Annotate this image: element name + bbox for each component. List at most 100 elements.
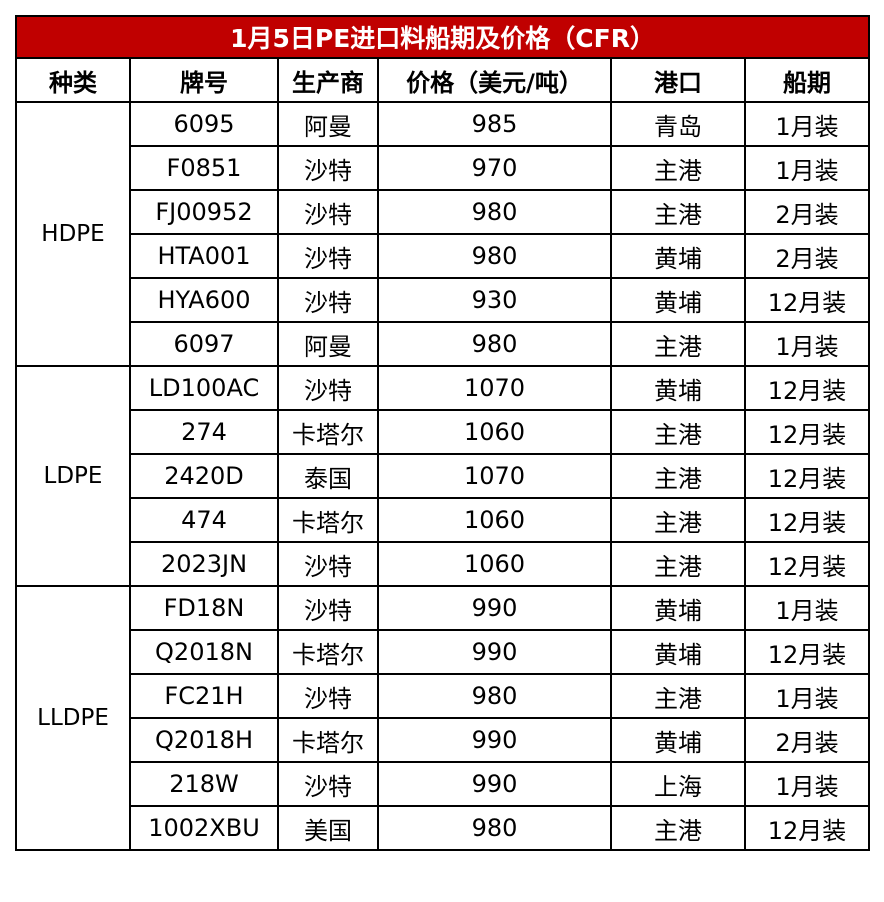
shipment-cell: 1月装 xyxy=(745,322,869,366)
shipment-cell: 2月装 xyxy=(745,190,869,234)
grade-cell: HTA001 xyxy=(130,234,278,278)
port-cell: 青岛 xyxy=(611,102,745,146)
producer-cell: 沙特 xyxy=(278,762,378,806)
shipment-cell: 12月装 xyxy=(745,806,869,850)
price-cell: 990 xyxy=(378,586,611,630)
port-cell: 主港 xyxy=(611,410,745,454)
shipment-cell: 12月装 xyxy=(745,366,869,410)
grade-cell: HYA600 xyxy=(130,278,278,322)
port-cell: 黄埔 xyxy=(611,630,745,674)
producer-cell: 卡塔尔 xyxy=(278,410,378,454)
table-row: 274 卡塔尔 1060 主港 12月装 xyxy=(16,410,869,454)
grade-cell: 1002XBU xyxy=(130,806,278,850)
grade-cell: FC21H xyxy=(130,674,278,718)
category-cell: LLDPE xyxy=(16,586,130,850)
port-cell: 黄埔 xyxy=(611,718,745,762)
table-row: 1002XBU 美国 980 主港 12月装 xyxy=(16,806,869,850)
producer-cell: 沙特 xyxy=(278,542,378,586)
port-cell: 黄埔 xyxy=(611,234,745,278)
producer-cell: 卡塔尔 xyxy=(278,718,378,762)
table-body: 1月5日PE进口料船期及价格（CFR） 种类 牌号 生产商 价格（美元/吨） 港… xyxy=(16,16,869,850)
price-cell: 990 xyxy=(378,630,611,674)
price-cell: 990 xyxy=(378,762,611,806)
shipment-cell: 1月装 xyxy=(745,146,869,190)
port-cell: 黄埔 xyxy=(611,366,745,410)
header-port: 港口 xyxy=(611,58,745,102)
table-row: HYA600 沙特 930 黄埔 12月装 xyxy=(16,278,869,322)
port-cell: 主港 xyxy=(611,674,745,718)
port-cell: 主港 xyxy=(611,146,745,190)
table-row: Q2018N 卡塔尔 990 黄埔 12月装 xyxy=(16,630,869,674)
price-cell: 980 xyxy=(378,806,611,850)
port-cell: 黄埔 xyxy=(611,586,745,630)
table-title: 1月5日PE进口料船期及价格（CFR） xyxy=(16,16,869,58)
producer-cell: 沙特 xyxy=(278,278,378,322)
header-producer: 生产商 xyxy=(278,58,378,102)
producer-cell: 泰国 xyxy=(278,454,378,498)
header-row: 种类 牌号 生产商 价格（美元/吨） 港口 船期 xyxy=(16,58,869,102)
table-row: 218W 沙特 990 上海 1月装 xyxy=(16,762,869,806)
header-grade: 牌号 xyxy=(130,58,278,102)
shipment-cell: 12月装 xyxy=(745,278,869,322)
table-row: 2023JN 沙特 1060 主港 12月装 xyxy=(16,542,869,586)
producer-cell: 卡塔尔 xyxy=(278,630,378,674)
shipment-cell: 1月装 xyxy=(745,762,869,806)
grade-cell: 6097 xyxy=(130,322,278,366)
price-table-container: 1月5日PE进口料船期及价格（CFR） 种类 牌号 生产商 价格（美元/吨） 港… xyxy=(15,15,868,851)
table-row: LLDPE FD18N 沙特 990 黄埔 1月装 xyxy=(16,586,869,630)
shipment-cell: 12月装 xyxy=(745,630,869,674)
grade-cell: 474 xyxy=(130,498,278,542)
producer-cell: 沙特 xyxy=(278,366,378,410)
grade-cell: LD100AC xyxy=(130,366,278,410)
shipment-cell: 1月装 xyxy=(745,586,869,630)
port-cell: 主港 xyxy=(611,498,745,542)
grade-cell: 2023JN xyxy=(130,542,278,586)
port-cell: 主港 xyxy=(611,190,745,234)
grade-cell: FD18N xyxy=(130,586,278,630)
shipment-cell: 2月装 xyxy=(745,718,869,762)
price-cell: 930 xyxy=(378,278,611,322)
price-cell: 1060 xyxy=(378,410,611,454)
price-cell: 1060 xyxy=(378,498,611,542)
grade-cell: 2420D xyxy=(130,454,278,498)
price-cell: 1070 xyxy=(378,366,611,410)
producer-cell: 阿曼 xyxy=(278,322,378,366)
producer-cell: 沙特 xyxy=(278,586,378,630)
shipment-cell: 2月装 xyxy=(745,234,869,278)
price-cell: 985 xyxy=(378,102,611,146)
price-cell: 990 xyxy=(378,718,611,762)
category-cell: HDPE xyxy=(16,102,130,366)
price-cell: 1070 xyxy=(378,454,611,498)
price-cell: 980 xyxy=(378,234,611,278)
shipment-cell: 1月装 xyxy=(745,102,869,146)
shipment-cell: 12月装 xyxy=(745,498,869,542)
grade-cell: 218W xyxy=(130,762,278,806)
grade-cell: Q2018N xyxy=(130,630,278,674)
pe-import-price-table: 1月5日PE进口料船期及价格（CFR） 种类 牌号 生产商 价格（美元/吨） 港… xyxy=(15,15,870,851)
grade-cell: FJ00952 xyxy=(130,190,278,234)
header-price: 价格（美元/吨） xyxy=(378,58,611,102)
price-cell: 980 xyxy=(378,674,611,718)
price-cell: 980 xyxy=(378,190,611,234)
port-cell: 主港 xyxy=(611,806,745,850)
price-cell: 980 xyxy=(378,322,611,366)
producer-cell: 卡塔尔 xyxy=(278,498,378,542)
header-shipment: 船期 xyxy=(745,58,869,102)
producer-cell: 沙特 xyxy=(278,234,378,278)
producer-cell: 沙特 xyxy=(278,146,378,190)
producer-cell: 沙特 xyxy=(278,190,378,234)
table-row: HDPE 6095 阿曼 985 青岛 1月装 xyxy=(16,102,869,146)
price-cell: 1060 xyxy=(378,542,611,586)
table-row: FJ00952 沙特 980 主港 2月装 xyxy=(16,190,869,234)
table-row: FC21H 沙特 980 主港 1月装 xyxy=(16,674,869,718)
grade-cell: 274 xyxy=(130,410,278,454)
producer-cell: 沙特 xyxy=(278,674,378,718)
producer-cell: 美国 xyxy=(278,806,378,850)
producer-cell: 阿曼 xyxy=(278,102,378,146)
shipment-cell: 12月装 xyxy=(745,454,869,498)
header-category: 种类 xyxy=(16,58,130,102)
port-cell: 主港 xyxy=(611,454,745,498)
shipment-cell: 1月装 xyxy=(745,674,869,718)
grade-cell: 6095 xyxy=(130,102,278,146)
table-row: 2420D 泰国 1070 主港 12月装 xyxy=(16,454,869,498)
